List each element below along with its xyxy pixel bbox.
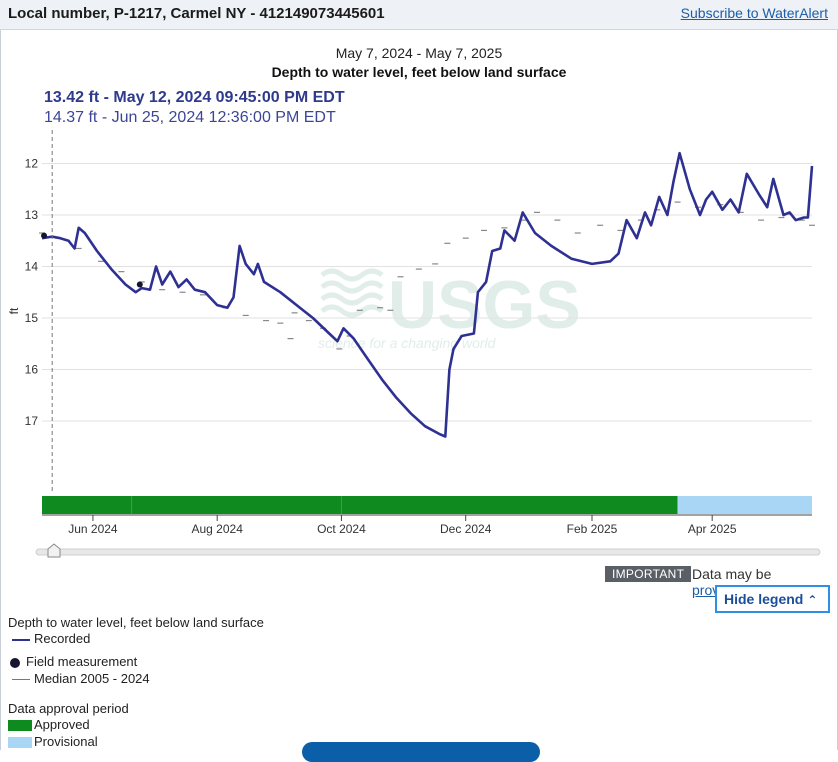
x-tick-label: Dec 2024: [440, 522, 492, 536]
x-axis: Jun 2024 Aug 2024 Oct 2024 Dec 2024 Feb 2025…: [42, 514, 812, 536]
median-point: [287, 338, 294, 340]
page-header: Local number, P-1217, Carmel NY - 412149…: [0, 0, 838, 30]
median-point: [291, 312, 298, 314]
median-point: [444, 242, 451, 244]
tooltip-secondary: 14.37 ft - Jun 25, 2024 12:36:00 PM EDT: [44, 109, 336, 126]
legend-recorded-label: Recorded: [34, 631, 91, 646]
recorded-swatch: [12, 638, 30, 641]
median-point: [501, 227, 508, 229]
median-point: [462, 237, 469, 239]
legend-series-heading: Depth to water level, feet below land su…: [8, 615, 264, 630]
tooltip-primary: 13.42 ft - May 12, 2024 09:45:00 PM EDT: [44, 89, 345, 106]
chart-period: May 7, 2024 - May 7, 2025: [335, 45, 503, 61]
median-point: [356, 309, 363, 311]
median-point: [617, 229, 624, 232]
recorded-line: [41, 151, 814, 438]
field-measurement-dot: [10, 657, 20, 668]
subscribe-wateralert-link[interactable]: Subscribe to WaterAlert: [680, 5, 828, 21]
y-tick-label: 15: [25, 311, 39, 325]
median-point: [674, 201, 681, 203]
approval-bar: [42, 496, 812, 514]
median-point: [242, 314, 249, 317]
legend-provisional: Provisional: [8, 734, 98, 749]
slider-handle[interactable]: [47, 543, 61, 558]
legend-approval-heading: Data approval period: [8, 701, 129, 716]
median-point: [554, 219, 561, 221]
median-point: [75, 247, 82, 250]
x-tick-label: Oct 2024: [317, 522, 366, 536]
median-point: [387, 309, 394, 311]
legend-provisional-label: Provisional: [34, 734, 98, 749]
watermark-logo: USGS: [388, 267, 581, 343]
provisional-swatch: [8, 737, 32, 749]
important-badge: IMPORTANT: [605, 566, 692, 582]
median-point: [377, 307, 384, 309]
median-point: [654, 209, 661, 211]
median-point: [98, 260, 105, 262]
legend-median-label: Median 2005 - 2024: [34, 671, 150, 686]
median-point: [263, 319, 270, 322]
median-point: [159, 289, 166, 291]
y-tick-label: 16: [25, 363, 39, 377]
median-point: [737, 211, 744, 213]
median-point: [179, 291, 186, 293]
slider-track[interactable]: [35, 548, 821, 556]
chart-title: Depth to water level, feet below land su…: [271, 64, 567, 80]
median-point: [481, 229, 488, 232]
legend-field-label: Field measurement: [26, 654, 138, 669]
median-point: [597, 224, 604, 226]
bottom-action-button[interactable]: [302, 742, 540, 762]
x-tick-label: Aug 2024: [191, 522, 243, 536]
legend-approved-label: Approved: [34, 717, 90, 732]
median-point: [798, 219, 805, 221]
hide-legend-button[interactable]: Hide legend ⌃: [715, 585, 830, 613]
approval-segment-approved: [42, 496, 678, 514]
hydrograph-chart[interactable]: USGS science for a changing world 12 13 14…: [0, 0, 838, 570]
field-measurement-point: [136, 281, 143, 288]
median-point: [637, 219, 644, 221]
x-tick-label: Feb 2025: [567, 522, 618, 536]
watermark-tagline: science for a changing world: [318, 335, 497, 351]
median-point: [199, 294, 206, 296]
y-axis: 12 13 14 15 16 17: [25, 156, 39, 428]
median-point: [277, 322, 284, 324]
median-point: [118, 271, 125, 273]
y-tick-label: 13: [25, 208, 39, 222]
chevron-up-icon: ⌃: [807, 593, 818, 607]
chart-series: [39, 151, 815, 438]
median-point: [758, 219, 765, 221]
approved-swatch: [8, 720, 32, 732]
legend-field: Field measurement: [10, 654, 137, 669]
median-swatch: [12, 679, 30, 681]
median-point: [305, 319, 312, 322]
y-tick-label: 17: [25, 414, 39, 428]
x-tick-label: Apr 2025: [688, 522, 737, 536]
median-point: [534, 211, 540, 213]
legend-approved: Approved: [8, 717, 90, 732]
hide-legend-label: Hide legend: [724, 591, 804, 607]
time-slider[interactable]: [35, 543, 821, 558]
median-point: [397, 276, 404, 278]
legend-median: Median 2005 - 2024: [12, 671, 150, 686]
provisional-notice-text: Data may be: [692, 566, 772, 582]
median-point: [574, 232, 581, 234]
usgs-watermark: USGS science for a changing world: [318, 267, 581, 351]
field-measurement-point: [41, 232, 48, 239]
median-point: [138, 281, 145, 283]
median-point: [415, 268, 422, 270]
y-tick-label: 14: [25, 259, 39, 273]
x-tick-label: Jun 2024: [68, 522, 118, 536]
median-point: [336, 348, 343, 350]
y-axis-label: ft: [7, 307, 21, 314]
approval-segment-provisional: [677, 496, 812, 514]
median-point: [39, 232, 45, 234]
site-title: Local number, P-1217, Carmel NY - 412149…: [8, 5, 385, 22]
median-point: [778, 216, 785, 219]
median-point: [809, 224, 815, 226]
median-point: [432, 263, 439, 265]
y-tick-label: 12: [25, 156, 39, 170]
legend-recorded: Recorded: [12, 631, 90, 646]
median-point: [521, 219, 528, 221]
